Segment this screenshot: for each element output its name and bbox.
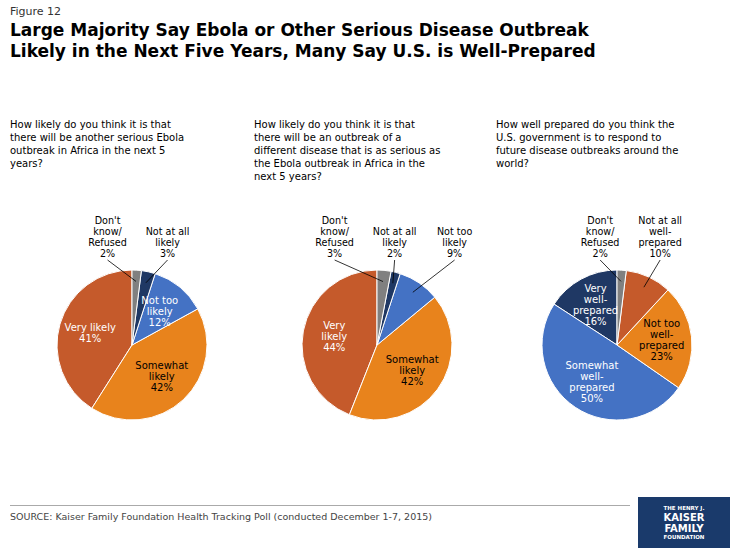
svg-text:Somewhatlikely42%: Somewhatlikely42% [386,354,439,387]
html-text:How well prepared do you think: How well prepared do you think the U.S. … [496,119,679,169]
html-text:Large Majority Say Ebola or Ot: Large Majority Say Ebola or Other Seriou… [10,20,596,62]
svg-text:Verywell-prepared16%: Verywell-prepared16% [573,283,618,327]
html-text:How likely do you think it is: How likely do you think it is that there… [254,119,441,182]
svg-text:Not at alllikely3%: Not at alllikely3% [146,226,190,259]
html-text:Figure 12: Figure 12 [10,5,62,18]
html-text:KAISER: KAISER [663,511,705,523]
svg-text:Not toolikely12%: Not toolikely12% [141,295,178,328]
html-text:How likely do you think it is: How likely do you think it is that there… [10,119,185,169]
svg-text:Not toolikely9%: Not toolikely9% [437,226,472,259]
svg-text:Very likely41%: Very likely41% [65,322,116,344]
html-text:FAMILY: FAMILY [664,522,704,534]
svg-text:Not toowell-prepared23%: Not toowell-prepared23% [639,318,684,362]
html-text:THE HENRY J.: THE HENRY J. [663,505,705,512]
svg-text:Somewhatwell-prepared50%: Somewhatwell-prepared50% [565,360,618,404]
svg-text:Don'tknow/Refused2%: Don'tknow/Refused2% [88,215,127,259]
svg-text:Not at allwell-prepared10%: Not at allwell-prepared10% [638,215,682,259]
html-text:SOURCE: Kaiser Family Foundati: SOURCE: Kaiser Family Foundation Health … [10,511,432,522]
html-text:FOUNDATION: FOUNDATION [663,533,705,540]
svg-text:Somewhatlikely42%: Somewhatlikely42% [135,360,188,393]
svg-text:Not at alllikely2%: Not at alllikely2% [373,226,417,259]
svg-text:Don'tknow/Refused2%: Don'tknow/Refused2% [581,215,620,259]
svg-text:Verylikely44%: Verylikely44% [321,320,347,353]
svg-text:Don'tknow/Refused3%: Don'tknow/Refused3% [315,215,354,259]
